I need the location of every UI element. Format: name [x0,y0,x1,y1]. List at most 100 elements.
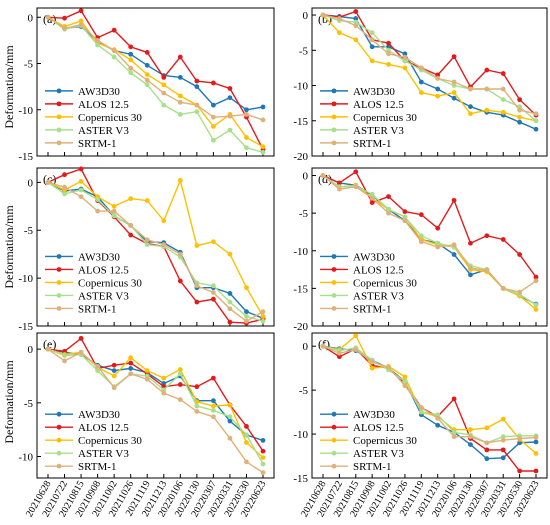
legend-label: SRTM-1 [78,138,116,150]
legend-label: ASTER V3 [353,125,404,137]
data-point [386,61,391,67]
data-point [468,427,473,433]
legend-label: AW3D30 [353,251,395,263]
data-point [451,83,457,88]
data-point [144,198,150,203]
y-tick-label: -5 [24,225,34,237]
legend-label: ALOS 12.5 [78,264,129,276]
series-line [47,9,264,150]
data-point [111,27,117,33]
y-tick-label: 0 [303,171,309,183]
data-point [517,97,523,103]
legend-label: SRTM-1 [78,303,116,315]
data-point [194,403,200,409]
y-tick-label: -20 [293,321,308,333]
y-tick-label: -10 [18,105,33,117]
data-point [533,111,539,117]
y-tick-label: -10 [293,81,308,93]
data-point [435,76,441,81]
data-point [402,58,408,64]
data-point [260,461,266,467]
data-point [128,366,134,371]
data-point [111,54,117,60]
data-point [402,218,408,224]
data-point [227,127,233,133]
data-point [194,409,200,414]
data-point [210,124,216,129]
data-point [111,213,117,219]
data-point [451,54,457,60]
data-point [194,109,200,114]
legend-marker [331,306,337,311]
legend-marker [331,437,337,443]
data-point [517,252,523,257]
legend-marker [331,280,337,285]
data-point [402,374,408,380]
data-point [435,93,441,99]
legend-marker [331,293,337,298]
data-point [62,172,67,178]
data-point [78,179,84,184]
y-tick-label: -15 [18,151,33,163]
panel-6: 0-5-10-152021062820210722202108152021090… [293,332,548,519]
legend-label: ASTER V3 [78,125,129,137]
data-point [244,318,249,324]
legend-marker [331,450,337,456]
data-point [62,353,67,358]
y-tick-label: 0 [28,344,34,356]
data-point [128,355,134,361]
data-point [177,54,183,60]
data-point [451,95,457,101]
series-line [322,345,537,444]
y-tick-label: -10 [18,452,33,464]
data-point [369,44,375,50]
data-point [95,42,101,48]
data-point [210,102,216,108]
y-tick-label: -15 [18,321,33,333]
data-point [402,54,408,60]
data-point [260,470,266,476]
legend-marker [331,140,337,146]
y-tick-label: -5 [299,208,309,220]
data-point [244,145,249,151]
legend-label: ALOS 12.5 [353,422,404,434]
data-point [260,448,266,454]
y-tick-label: -10 [293,246,308,258]
data-point [194,78,200,84]
data-point [320,173,326,178]
data-point [451,396,457,402]
data-point [484,456,490,462]
data-point [402,209,408,215]
data-point [161,90,167,96]
data-point [177,367,183,372]
data-point [128,371,134,377]
data-point [533,274,539,280]
data-point [244,309,249,315]
data-point [418,409,424,415]
data-point [418,90,424,95]
data-point [128,65,134,71]
data-point [144,368,150,373]
data-point [353,184,359,190]
data-point [451,197,457,203]
series-line [47,16,264,153]
legend-marker [56,424,62,430]
data-point [111,385,117,391]
data-point [260,149,266,155]
data-point [78,335,84,341]
legend-marker [331,114,337,120]
data-point [484,233,490,239]
data-point [194,243,200,248]
data-point [78,22,84,28]
data-point [62,191,67,197]
data-point [210,290,216,295]
legend-label: Copernicus 30 [78,112,142,124]
data-point [161,375,167,381]
data-point [244,135,249,140]
data-point [144,242,150,248]
data-point [500,86,506,92]
data-point [227,435,233,441]
data-point [111,362,117,368]
